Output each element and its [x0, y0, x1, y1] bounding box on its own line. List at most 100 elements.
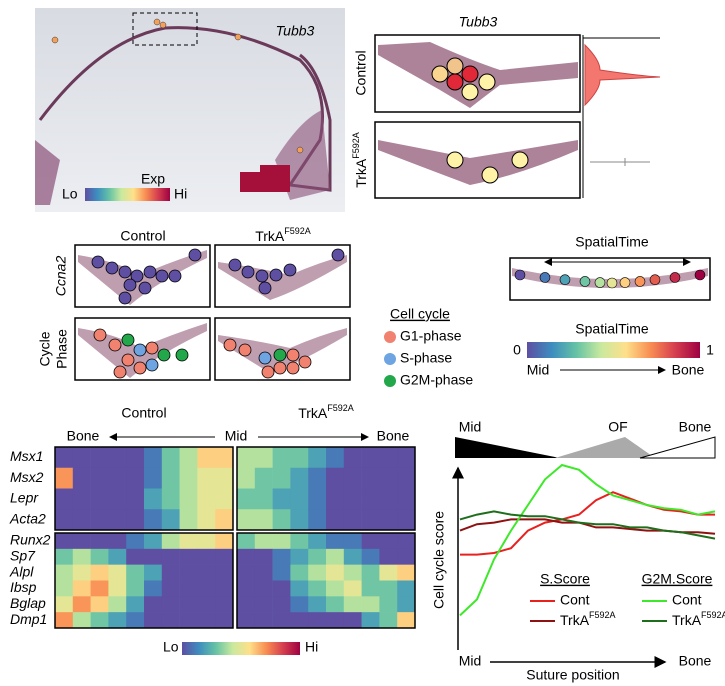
heat-cell — [179, 488, 198, 510]
colorbar-tick: 0 — [513, 342, 521, 358]
heat-cell — [361, 596, 380, 613]
heat-cell — [72, 533, 91, 550]
heat-cell — [379, 447, 398, 469]
heat-cell — [197, 548, 216, 565]
heat-cell — [144, 580, 163, 597]
heat-cell — [55, 467, 74, 489]
heat-cell — [237, 509, 256, 531]
x-start-label: Mid — [459, 653, 482, 669]
heat-cell — [72, 580, 91, 597]
cell-spot — [143, 265, 157, 279]
heat-cell — [126, 548, 145, 565]
cell-spot — [694, 269, 706, 281]
column-label-sup: F592A — [327, 403, 354, 413]
heat-cell — [272, 488, 291, 510]
heat-cell — [343, 580, 362, 597]
heat-cell — [361, 548, 380, 565]
heat-cell — [126, 596, 145, 613]
heat-cell — [361, 488, 380, 510]
heat-cell — [90, 564, 109, 581]
heat-cell — [290, 488, 309, 510]
heat-cell — [379, 580, 398, 597]
heat-cell — [326, 548, 345, 565]
heat-cell — [397, 447, 416, 469]
heat-cell — [215, 580, 234, 597]
cell-spot — [258, 281, 272, 295]
heat-cell — [361, 533, 380, 550]
heat-cell — [144, 533, 163, 550]
cell-spot — [514, 269, 526, 281]
heat-cell — [308, 564, 327, 581]
heat-cell — [343, 612, 362, 629]
cell-spot — [188, 248, 202, 262]
cell-spot — [594, 277, 606, 288]
heat-cell — [72, 467, 91, 489]
row-label: Cycle — [37, 331, 53, 366]
cell-spot — [121, 333, 135, 347]
cell-spot — [273, 348, 287, 362]
row-label: Ccna2 — [53, 256, 69, 297]
heat-cell — [272, 447, 291, 469]
heat-cell — [237, 533, 256, 550]
heat-cell — [144, 564, 163, 581]
heat-cell — [397, 509, 416, 531]
heat-cell — [308, 596, 327, 613]
heat-cell — [308, 548, 327, 565]
column-label: TrkAF592A — [298, 403, 354, 420]
heat-cell — [237, 564, 256, 581]
heat-cell — [379, 509, 398, 531]
heat-cell — [326, 580, 345, 597]
heat-cell — [55, 509, 74, 531]
column-label: TrkAF592A — [255, 226, 311, 243]
score-line — [459, 463, 716, 617]
heat-cell — [55, 548, 74, 565]
heat-cell — [379, 533, 398, 550]
cell-spot — [634, 276, 646, 287]
heat-cell — [290, 580, 309, 597]
heat-cell — [197, 488, 216, 510]
heat-cell — [254, 488, 273, 510]
legend-label: Cont — [560, 592, 590, 608]
heat-cell — [397, 580, 416, 597]
zone-of — [555, 437, 655, 458]
heat-cell — [326, 488, 345, 510]
cell-spot — [113, 365, 127, 379]
heat-cell — [254, 612, 273, 629]
heat-cell — [90, 596, 109, 613]
cell-spot — [286, 348, 300, 362]
zone-label: Mid — [459, 419, 482, 435]
gene-label: Bglap — [10, 595, 46, 611]
heat-cell — [197, 580, 216, 597]
heat-cell — [108, 467, 127, 489]
legend-label: TrkAF592A — [560, 610, 616, 627]
legend-title: G2M.Score — [642, 571, 713, 587]
colorbar-title: SpatialTime — [575, 321, 649, 337]
heat-cell — [237, 447, 256, 469]
colorbar — [85, 188, 170, 201]
heat-cell — [90, 509, 109, 531]
heat-cell — [144, 467, 163, 489]
legend-label: Cont — [672, 592, 702, 608]
heat-cell — [343, 564, 362, 581]
cell-spot — [298, 355, 312, 369]
heat-cell — [108, 580, 127, 597]
heat-cell — [254, 564, 273, 581]
cell-spot — [649, 274, 661, 286]
gene-label: Msx2 — [10, 469, 44, 485]
heat-cell — [90, 612, 109, 629]
heat-cell — [197, 612, 216, 629]
heat-cell — [55, 447, 74, 469]
axis-end-label: Bone — [377, 428, 410, 444]
heat-cell — [108, 533, 127, 550]
heat-cell — [254, 548, 273, 565]
heat-cell — [272, 580, 291, 597]
heat-cell — [272, 467, 291, 489]
row-label: TrkAF592A — [351, 132, 368, 188]
heat-cell — [326, 564, 345, 581]
row-label: Control — [353, 50, 369, 95]
heat-cell — [272, 596, 291, 613]
cell-spot — [133, 361, 147, 375]
heat-cell — [197, 596, 216, 613]
heat-cell — [55, 488, 74, 510]
